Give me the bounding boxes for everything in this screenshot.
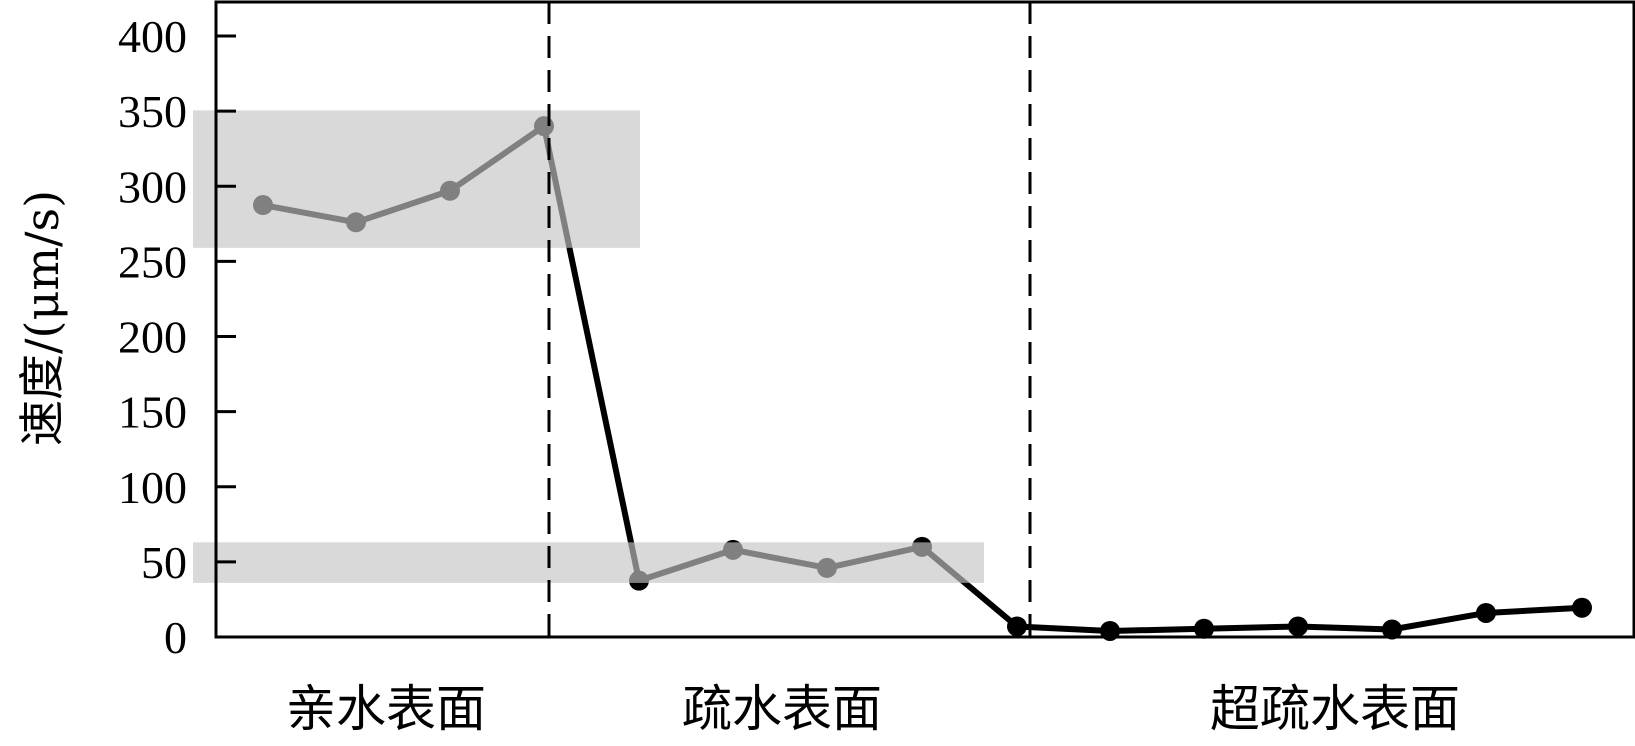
axes [214,0,1635,639]
highlight-band [193,542,984,583]
data-point [1288,616,1308,637]
y-tick-label: 350 [118,86,187,137]
data-point [1572,597,1592,618]
category-labels: 亲水表面 疏水表面 超疏水表面 [286,680,1460,738]
plot-frame [214,0,1635,639]
highlight-band [193,110,640,248]
y-tick-label: 100 [118,462,187,513]
y-tick-label: 150 [118,387,187,438]
y-tick-label: 250 [118,236,187,287]
category-label: 疏水表面 [682,680,882,738]
data-point [1382,619,1402,640]
y-tick-label: 50 [141,537,187,588]
y-tick-label: 400 [118,11,187,62]
y-tick-label: 0 [164,612,187,663]
band-overlay [193,110,984,583]
category-label: 亲水表面 [286,680,486,738]
data-point [1194,618,1214,639]
data-point [1007,616,1027,637]
y-axis-title: 速度/(μm/s) [15,190,69,446]
y-ticks: 0 50 100 150 200 250 300 350 400 [118,11,236,663]
data-point [1476,602,1496,623]
y-tick-label: 200 [118,312,187,363]
y-tick-label: 300 [118,161,187,212]
category-label: 超疏水表面 [1210,680,1460,738]
